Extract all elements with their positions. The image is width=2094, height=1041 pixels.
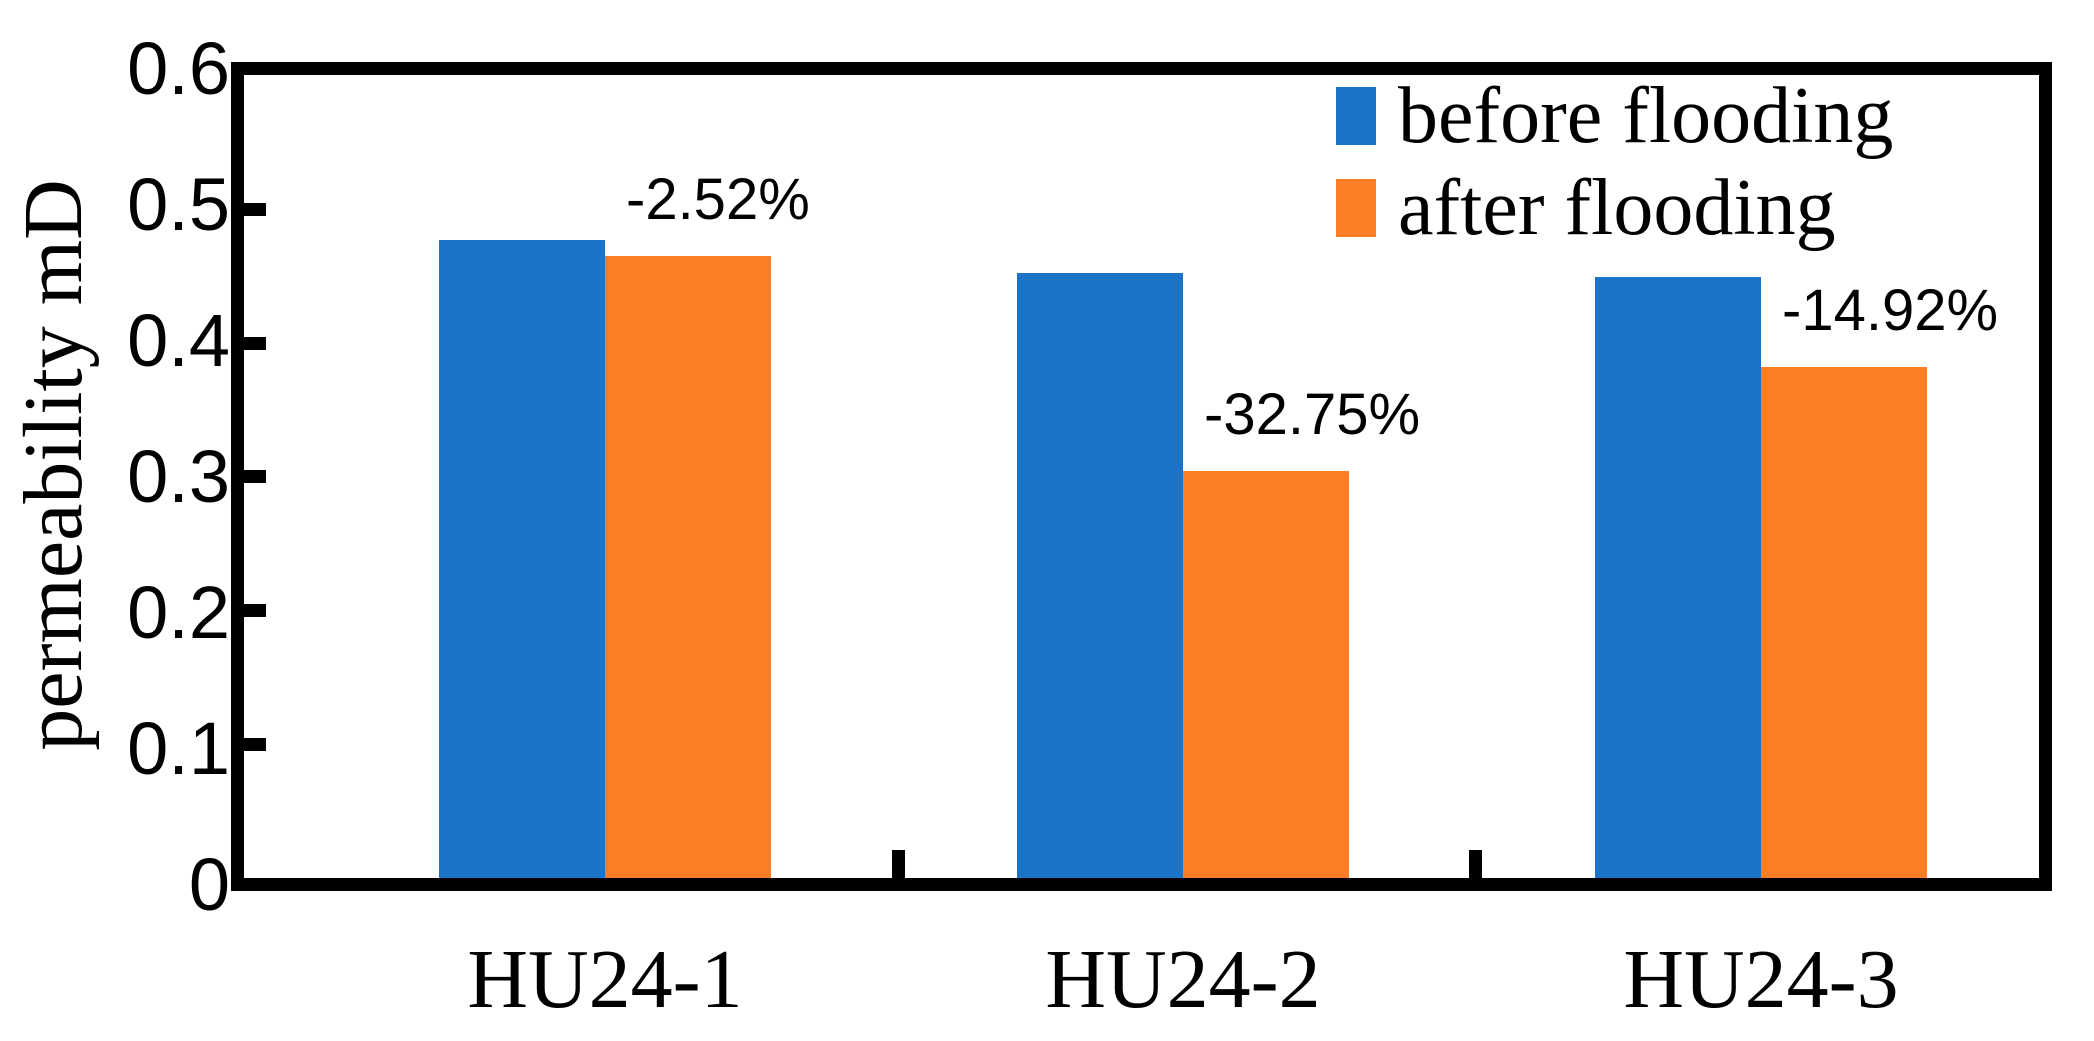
x-tick-mark <box>1469 850 1482 878</box>
bar-annotation: -14.92% <box>1782 278 1999 343</box>
y-tick-mark <box>244 470 266 483</box>
y-tick-mark <box>244 337 266 350</box>
legend-label: before flooding <box>1398 72 1894 160</box>
legend-label: after flooding <box>1398 164 1836 252</box>
bar-after-flooding-HU24-3 <box>1761 367 1927 878</box>
legend-item: before flooding <box>1336 70 1893 162</box>
y-tick-label: 0.1 <box>127 706 230 790</box>
y-tick-label: 0 <box>188 842 230 926</box>
bar-before-flooding-HU24-1 <box>439 240 605 878</box>
y-tick-mark <box>244 738 266 751</box>
y-tick-label: 0.4 <box>127 298 230 382</box>
x-category-label: HU24-1 <box>467 933 743 1026</box>
y-tick-label: 0.3 <box>127 434 230 518</box>
bar-after-flooding-HU24-2 <box>1183 471 1349 878</box>
legend: before flooding after flooding <box>1336 70 1893 254</box>
legend-swatch-icon <box>1336 179 1376 237</box>
legend-item: after flooding <box>1336 162 1893 254</box>
y-tick-label: 0.6 <box>127 26 230 110</box>
bar-annotation: -2.52% <box>626 167 810 232</box>
bar-before-flooding-HU24-3 <box>1595 277 1761 878</box>
legend-swatch-icon <box>1336 87 1376 145</box>
y-tick-label: 0.2 <box>127 570 230 654</box>
x-category-label: HU24-3 <box>1623 933 1899 1026</box>
bar-annotation: -32.75% <box>1204 382 1421 447</box>
x-tick-mark <box>892 850 905 878</box>
y-tick-mark <box>244 604 266 617</box>
plot-area: -2.52% -32.75% -14.92% <box>231 62 2052 891</box>
bar-after-flooding-HU24-1 <box>605 256 771 878</box>
bar-before-flooding-HU24-2 <box>1017 273 1183 878</box>
y-tick-label: 0.5 <box>127 162 230 246</box>
x-category-label: HU24-2 <box>1045 933 1321 1026</box>
y-tick-mark <box>244 203 266 216</box>
